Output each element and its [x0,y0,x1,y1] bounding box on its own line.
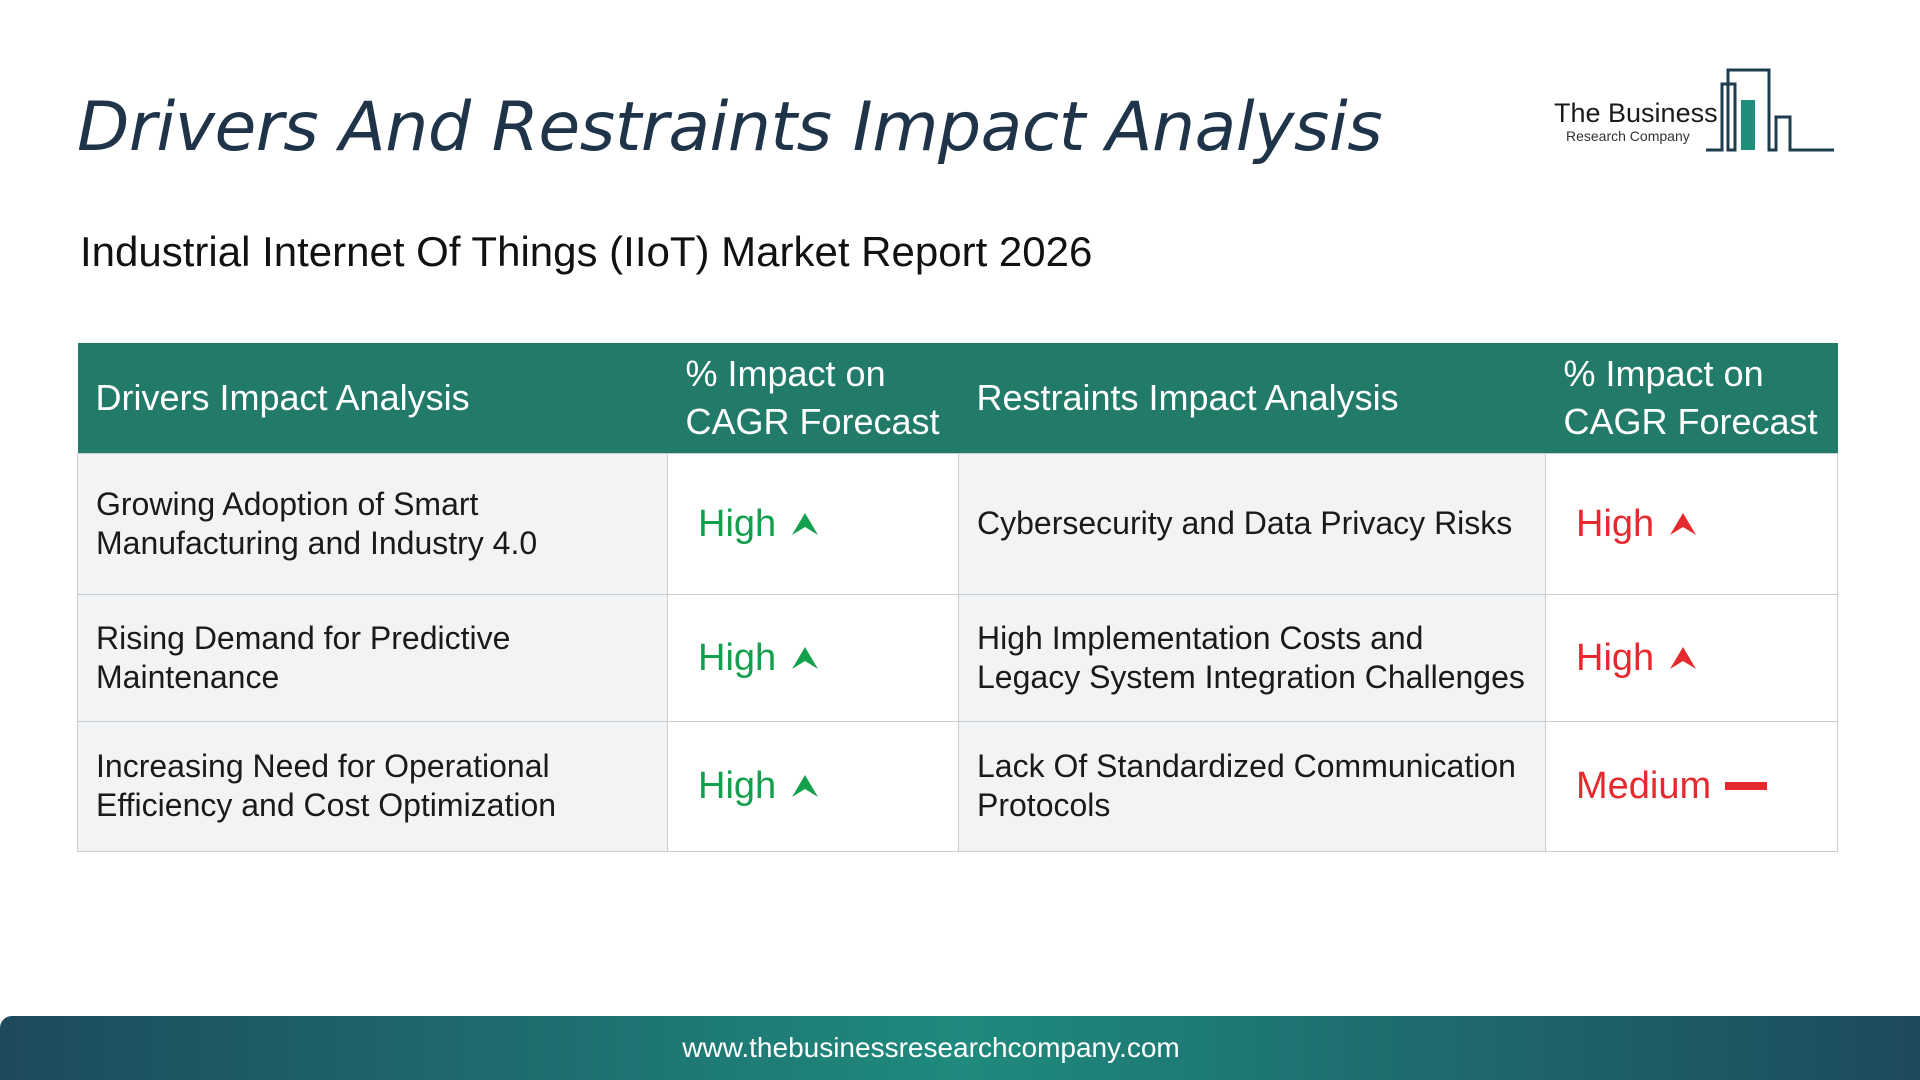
arrow-up-icon [1670,512,1697,535]
driver-cell: Increasing Need for Operational Efficien… [77,720,668,852]
restraint-cell: Cybersecurity and Data Privacy Risks [958,452,1546,595]
impact-analysis-table: Drivers Impact Analysis % Impact on CAGR… [77,343,1838,852]
arrow-up-icon [1670,646,1697,669]
logo-name: The Business [1554,98,1718,128]
driver-impact: High [698,502,820,546]
impact-level: High [1576,502,1655,545]
header-restraints-impact: % Impact on CAGR Forecast [1545,343,1838,453]
table-header-row: Drivers Impact Analysis % Impact on CAGR… [77,343,1838,453]
driver-impact-cell: High [667,593,959,722]
footer-url-link[interactable]: www.thebusinessresearchcompany.com [682,1032,1180,1063]
arrow-up-icon [792,512,819,535]
dash-icon [1725,782,1768,790]
restraint-impact-cell: High [1545,593,1838,722]
impact-level: High [698,502,777,545]
report-subtitle: Industrial Internet Of Things (IIoT) Mar… [80,228,1093,275]
driver-impact: High [698,636,820,680]
table-row: Increasing Need for Operational Efficien… [77,720,1838,852]
driver-impact: High [698,764,820,808]
restraint-impact: High [1576,636,1698,680]
table-row: Rising Demand for Predictive Maintenance… [77,593,1838,722]
impact-level: High [698,636,777,679]
logo-tagline: Research Company [1566,128,1690,144]
header-restraints: Restraints Impact Analysis [958,343,1546,453]
arrow-up-icon [792,775,819,797]
company-logo: The Business Research Company [1554,64,1838,160]
table-row: Growing Adoption of Smart Manufacturing … [77,452,1838,595]
arrow-up-icon [792,646,819,669]
footer-bar: www.thebusinessresearchcompany.com [0,1016,1920,1080]
impact-level: High [698,765,777,807]
restraint-cell: Lack Of Standardized Communication Proto… [958,720,1546,852]
skyline-logo-icon [1706,68,1834,152]
restraint-impact-cell: Medium [1545,720,1838,852]
impact-level: High [1576,636,1655,679]
driver-impact-cell: High [667,452,959,595]
header-drivers: Drivers Impact Analysis [77,343,668,453]
page-title: Drivers And Restraints Impact Analysis [77,88,1383,167]
restraint-cell: High Implementation Costs and Legacy Sys… [958,593,1546,722]
driver-cell: Growing Adoption of Smart Manufacturing … [77,452,668,595]
restraint-impact: Medium [1576,764,1768,808]
restraint-impact-cell: High [1545,452,1838,595]
restraint-impact: High [1576,502,1698,546]
driver-impact-cell: High [667,720,959,852]
header-drivers-impact: % Impact on CAGR Forecast [667,343,959,453]
impact-level: Medium [1576,765,1712,807]
driver-cell: Rising Demand for Predictive Maintenance [77,593,668,722]
